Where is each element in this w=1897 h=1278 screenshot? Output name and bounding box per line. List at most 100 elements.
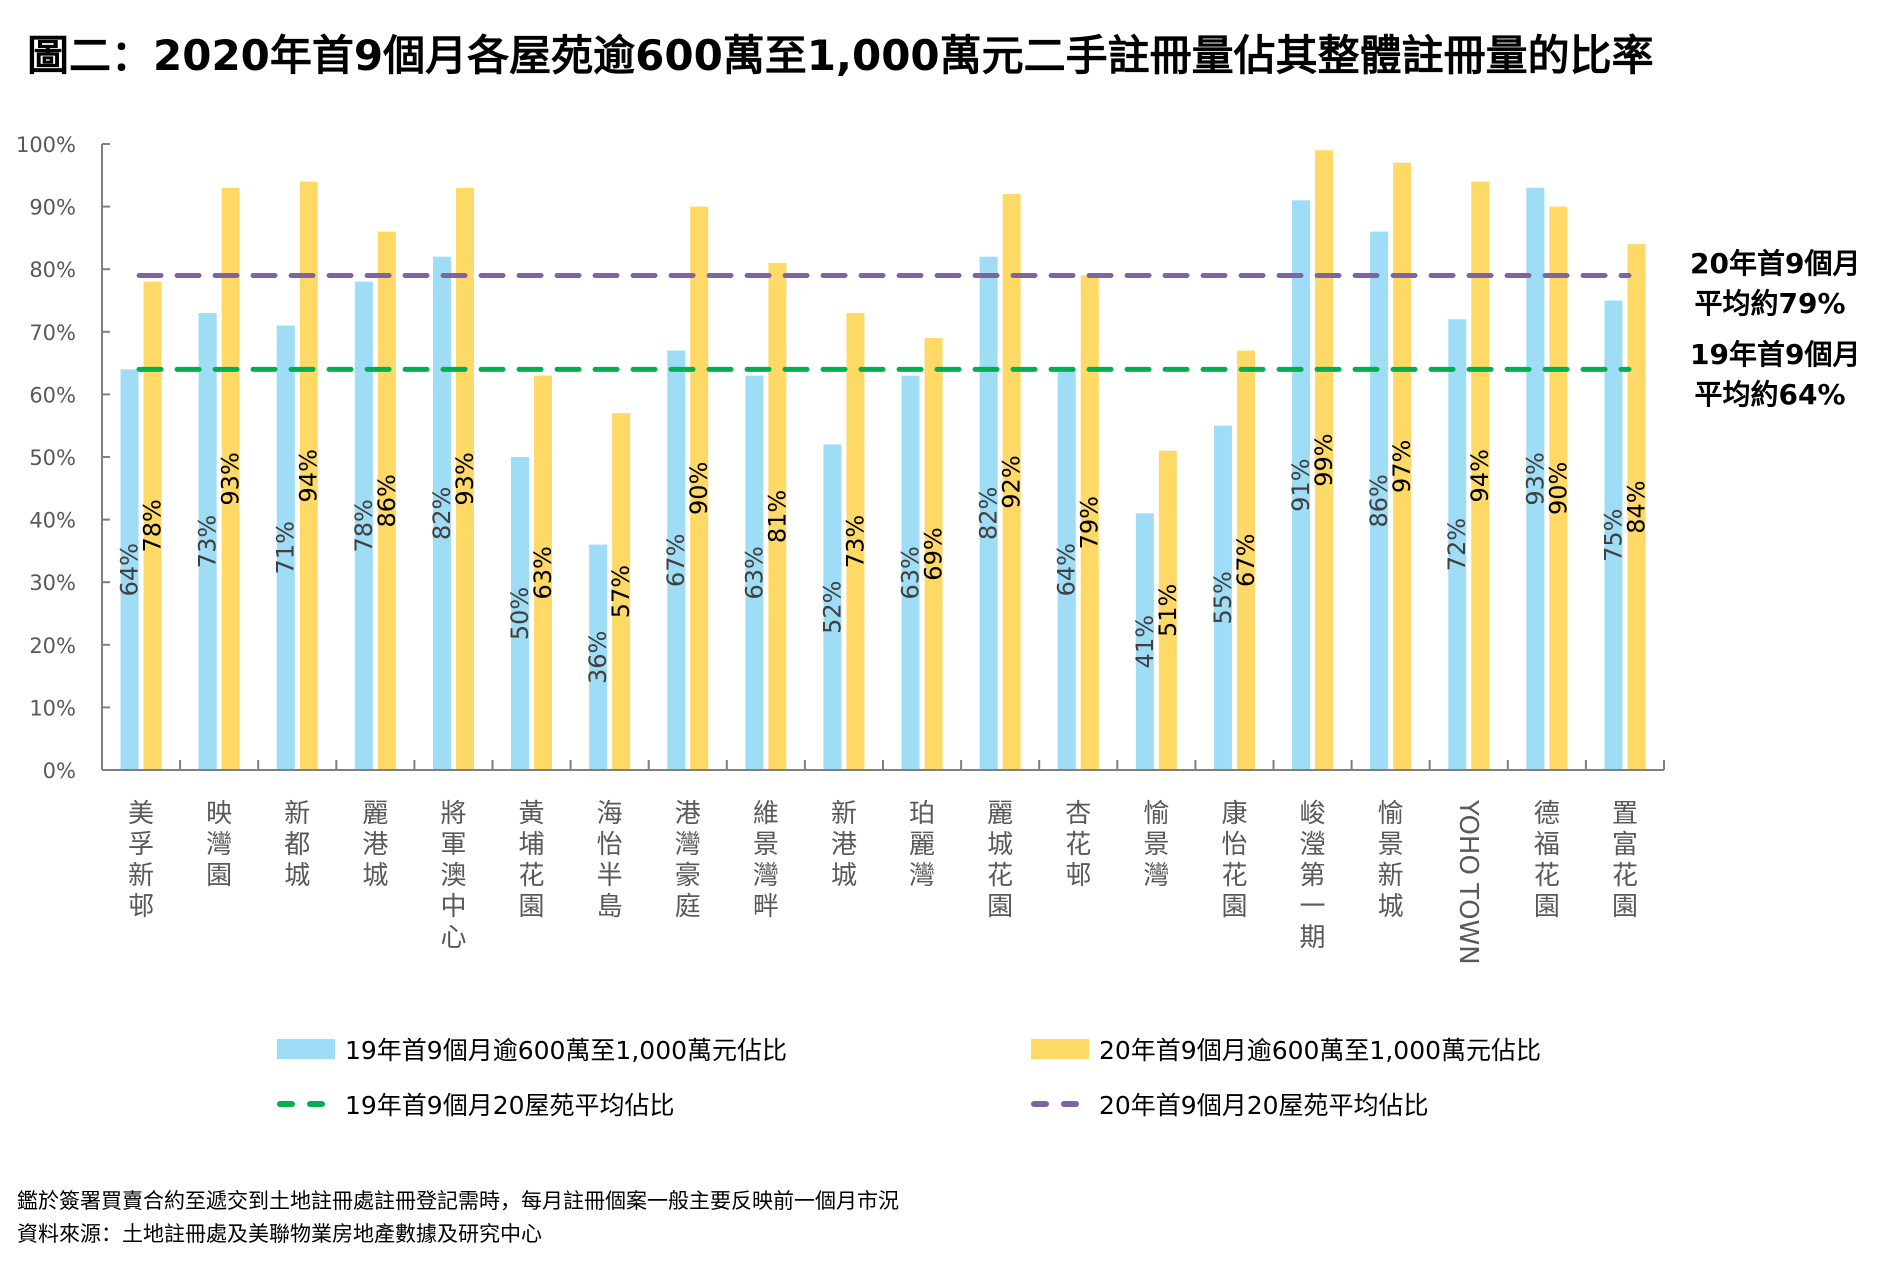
category-label-char: 園 bbox=[987, 892, 1013, 922]
legend-item-2019-average: 19年首9個月20屋苑平均佔比 bbox=[277, 1086, 675, 1122]
category-label-char: 豪 bbox=[675, 861, 701, 891]
value-label-2019: 93% bbox=[1521, 452, 1549, 505]
legend-label-2019-bar: 19年首9個月逾600萬至1,000萬元佔比 bbox=[345, 1036, 788, 1065]
value-label-2020: 94% bbox=[1466, 449, 1494, 502]
category-label-char: 軍 bbox=[440, 830, 466, 860]
category-label-char: 黃 bbox=[519, 799, 545, 829]
legend-item-2019-bar: 19年首9個月逾600萬至1,000萬元佔比 bbox=[277, 1031, 787, 1067]
category-label-char: 城 bbox=[362, 861, 388, 891]
category-label-char: 花 bbox=[519, 861, 545, 891]
value-label-2019: 63% bbox=[740, 546, 768, 599]
bar-2019 bbox=[1213, 425, 1232, 770]
category-label: 海怡半島 bbox=[597, 799, 623, 922]
y-tick-label: 10% bbox=[29, 696, 76, 720]
category-label-char: 景 bbox=[1143, 830, 1169, 860]
value-label-2019: 91% bbox=[1287, 458, 1315, 511]
legend-item-2020-average: 20年首9個月20屋苑平均佔比 bbox=[1031, 1086, 1429, 1122]
bar-2020 bbox=[1315, 150, 1334, 770]
bar-2019 bbox=[979, 256, 998, 770]
category-label-char: 瀅 bbox=[1300, 830, 1326, 860]
value-label-2019: 67% bbox=[662, 534, 690, 587]
category-label-char: 珀 bbox=[909, 799, 935, 829]
y-tick-label: 20% bbox=[29, 634, 76, 658]
value-label-2020: 51% bbox=[1154, 584, 1182, 637]
category-label: YOHO TOWN bbox=[1453, 799, 1483, 965]
category-label: 峻瀅第一期 bbox=[1300, 799, 1326, 953]
category-label-char: 澳 bbox=[440, 861, 466, 891]
bar-2020 bbox=[1158, 450, 1177, 770]
category-label-char: 景 bbox=[1378, 830, 1404, 860]
category-label-char: 港 bbox=[831, 830, 857, 860]
category-label: 麗城花園 bbox=[987, 799, 1013, 922]
category-label-char: 麗 bbox=[987, 799, 1013, 829]
category-label-char: 新 bbox=[284, 799, 310, 829]
category-label-char: 島 bbox=[597, 892, 623, 922]
value-label-2019: 75% bbox=[1599, 509, 1627, 562]
bar-2020 bbox=[534, 375, 553, 770]
category-label-char: 園 bbox=[206, 861, 232, 891]
category-label-char: 庭 bbox=[675, 892, 701, 922]
value-label-2019: 36% bbox=[584, 631, 612, 684]
bar-2020 bbox=[1549, 206, 1568, 771]
category-label: 維景灣畔 bbox=[753, 799, 779, 922]
value-label-2020: 67% bbox=[1232, 534, 1260, 587]
category-label-char: 花 bbox=[987, 861, 1013, 891]
category-label-char: 峻 bbox=[1300, 799, 1326, 829]
category-label-char: 都 bbox=[284, 830, 310, 860]
bar-2020 bbox=[1627, 244, 1646, 770]
bar-2019 bbox=[823, 444, 842, 770]
legend-dash-2019 bbox=[277, 1094, 335, 1114]
bar-2020 bbox=[1393, 162, 1412, 770]
category-label: 新港城 bbox=[831, 799, 857, 891]
category-label: 杏花邨 bbox=[1065, 799, 1091, 891]
category-label-char: 園 bbox=[1534, 892, 1560, 922]
footnote-note: 鑑於簽署買賣合約至遞交到土地註冊處註冊登記需時，每月註冊個案一般主要反映前一個月… bbox=[17, 1189, 899, 1213]
legend-label-2020-average: 20年首9個月20屋苑平均佔比 bbox=[1099, 1091, 1429, 1120]
category-label-char: 一 bbox=[1300, 892, 1326, 922]
category-label: 映灣園 bbox=[206, 799, 232, 891]
y-tick-label: 30% bbox=[29, 571, 76, 595]
category-label-char: 孚 bbox=[128, 830, 154, 860]
y-tick-label: 100% bbox=[16, 133, 76, 157]
category-label-char: 富 bbox=[1612, 830, 1638, 860]
bar-2019 bbox=[1057, 369, 1076, 770]
category-label: 珀麗灣 bbox=[909, 799, 935, 891]
category-label-char: 邨 bbox=[1065, 861, 1091, 891]
category-label-char: 園 bbox=[519, 892, 545, 922]
bar-2020 bbox=[377, 231, 396, 770]
bar-2019 bbox=[511, 457, 530, 770]
bar-2019 bbox=[1292, 200, 1311, 771]
bar-2019 bbox=[745, 375, 764, 770]
category-label-char: 港 bbox=[362, 830, 388, 860]
category-label-char: 新 bbox=[1378, 861, 1404, 891]
value-label-2019: 63% bbox=[897, 546, 925, 599]
y-tick-label: 40% bbox=[29, 509, 76, 533]
category-label-char: 期 bbox=[1300, 923, 1326, 953]
category-label-char: 怡 bbox=[1221, 830, 1247, 860]
category-label-char: 第 bbox=[1300, 861, 1326, 891]
bar-2019 bbox=[198, 313, 217, 770]
value-label-2019: 82% bbox=[428, 487, 456, 540]
value-label-2019: 73% bbox=[194, 515, 222, 568]
category-label: 新都城 bbox=[284, 799, 310, 891]
bar-2019 bbox=[276, 325, 295, 770]
category-label: 黃埔花園 bbox=[519, 799, 545, 922]
bar-chart: 0%10%20%30%40%50%60%70%80%90%100% 64%78%… bbox=[16, 133, 1665, 965]
category-label: 愉景灣 bbox=[1143, 799, 1169, 891]
category-label-char: 畔 bbox=[753, 892, 779, 922]
value-label-2019: 64% bbox=[1053, 543, 1081, 596]
category-label-char: 置 bbox=[1612, 799, 1638, 829]
bar-2020 bbox=[1002, 194, 1021, 770]
bar-2020 bbox=[143, 281, 162, 770]
legend-label-2020-bar: 20年首9個月逾600萬至1,000萬元佔比 bbox=[1099, 1036, 1542, 1065]
category-label: 美孚新邨 bbox=[128, 799, 154, 922]
bar-2020 bbox=[221, 187, 240, 770]
category-label-char: 怡 bbox=[597, 830, 623, 860]
x-axis: 美孚新邨映灣園新都城麗港城將軍澳中心黃埔花園海怡半島港灣豪庭維景灣畔新港城珀麗灣… bbox=[102, 760, 1665, 965]
annotation-2020-average: 20年首9個月 平均約79% bbox=[1690, 244, 1860, 324]
y-tick-label: 50% bbox=[29, 446, 76, 470]
bar-2020 bbox=[690, 206, 709, 771]
bar-2019 bbox=[1370, 231, 1389, 770]
value-label-2020: 84% bbox=[1622, 480, 1650, 533]
chart-title: 圖二：2020年首9個月各屋苑逾600萬至1,000萬元二手註冊量佔其整體註冊量… bbox=[27, 31, 1654, 80]
